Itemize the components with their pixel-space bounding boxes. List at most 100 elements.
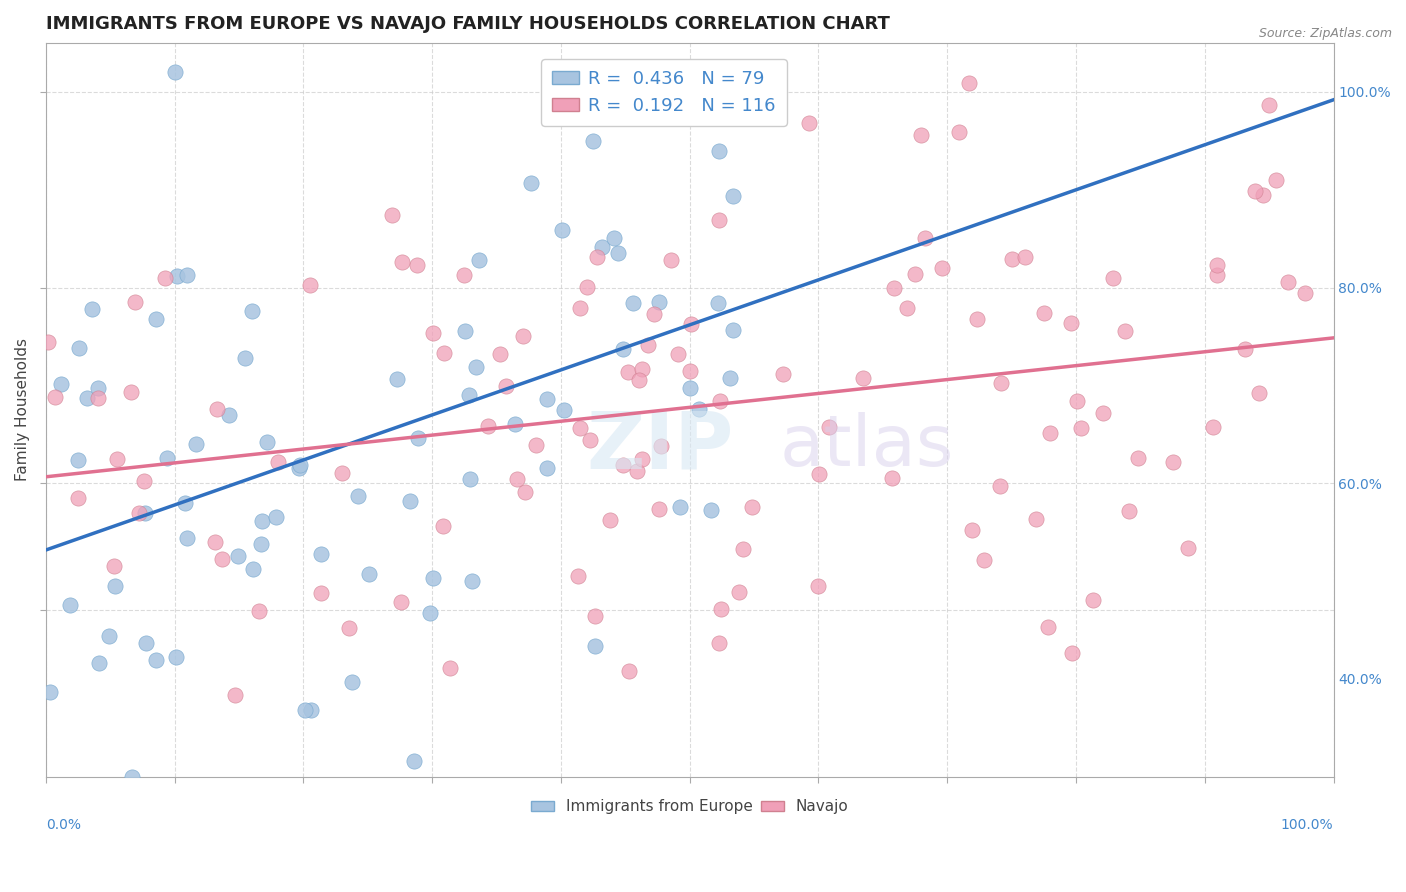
Point	[661, 253, 683, 268]
Point	[67, 341, 90, 355]
Point	[288, 458, 311, 472]
Point	[914, 231, 936, 245]
Point	[585, 250, 607, 264]
Point	[165, 650, 187, 665]
Point	[233, 351, 256, 366]
Point	[1233, 342, 1256, 356]
Point	[966, 312, 988, 326]
Point	[432, 518, 454, 533]
Point	[87, 656, 110, 670]
Point	[422, 571, 444, 585]
Point	[741, 500, 763, 514]
Point	[721, 323, 744, 337]
Point	[103, 558, 125, 573]
Legend: Immigrants from Europe, Navajo: Immigrants from Europe, Navajo	[524, 793, 855, 821]
Point	[710, 602, 733, 616]
Point	[477, 419, 499, 434]
Point	[808, 467, 831, 482]
Point	[631, 451, 654, 466]
Point	[1265, 173, 1288, 187]
Point	[134, 474, 156, 488]
Point	[617, 665, 640, 679]
Point	[621, 296, 644, 310]
Point	[406, 432, 429, 446]
Point	[49, 377, 72, 392]
Point	[176, 531, 198, 545]
Point	[910, 128, 932, 142]
Point	[1039, 425, 1062, 440]
Point	[186, 437, 208, 451]
Point	[628, 373, 651, 387]
Point	[460, 574, 482, 589]
Point	[973, 553, 995, 567]
Point	[1025, 512, 1047, 526]
Point	[626, 464, 648, 478]
Point	[728, 585, 751, 599]
Point	[224, 688, 246, 702]
Point	[536, 392, 558, 406]
Point	[495, 378, 517, 392]
Point	[637, 338, 659, 352]
Point	[896, 301, 918, 316]
Point	[569, 421, 592, 435]
Point	[458, 388, 481, 402]
Point	[337, 621, 360, 635]
Point	[668, 500, 690, 514]
Point	[904, 267, 927, 281]
Point	[1114, 325, 1136, 339]
Point	[309, 586, 332, 600]
Point	[607, 246, 630, 260]
Text: Source: ZipAtlas.com: Source: ZipAtlas.com	[1258, 27, 1392, 40]
Point	[1251, 187, 1274, 202]
Point	[583, 639, 606, 653]
Text: 100.0%: 100.0%	[1281, 818, 1333, 832]
Point	[97, 629, 120, 643]
Point	[817, 420, 839, 434]
Point	[381, 208, 404, 222]
Point	[1202, 419, 1225, 434]
Point	[931, 260, 953, 275]
Point	[332, 467, 354, 481]
Point	[624, 106, 647, 120]
Point	[1128, 450, 1150, 465]
Point	[612, 343, 634, 357]
Point	[298, 278, 321, 293]
Point	[44, 391, 66, 405]
Text: atlas: atlas	[780, 412, 955, 481]
Point	[465, 360, 488, 375]
Point	[666, 347, 689, 361]
Point	[128, 507, 150, 521]
Point	[581, 85, 603, 99]
Y-axis label: Family Households: Family Households	[15, 338, 30, 482]
Point	[385, 371, 408, 385]
Point	[733, 541, 755, 556]
Point	[211, 552, 233, 566]
Point	[807, 579, 830, 593]
Point	[309, 547, 332, 561]
Point	[1001, 252, 1024, 267]
Point	[681, 318, 703, 332]
Point	[1066, 393, 1088, 408]
Text: IMMIGRANTS FROM EUROPE VS NAVAJO FAMILY HOUSEHOLDS CORRELATION CHART: IMMIGRANTS FROM EUROPE VS NAVAJO FAMILY …	[46, 15, 890, 33]
Point	[1163, 455, 1185, 469]
Point	[718, 371, 741, 385]
Point	[709, 635, 731, 649]
Point	[250, 514, 273, 528]
Text: 0.0%: 0.0%	[46, 818, 82, 832]
Point	[1032, 306, 1054, 320]
Point	[1258, 98, 1281, 112]
Point	[458, 472, 481, 486]
Point	[883, 281, 905, 295]
Point	[882, 471, 904, 485]
Point	[59, 599, 82, 613]
Point	[226, 549, 249, 563]
Point	[240, 303, 263, 318]
Point	[591, 240, 613, 254]
Point	[294, 703, 316, 717]
Point	[145, 653, 167, 667]
Point	[1060, 316, 1083, 330]
Point	[389, 595, 412, 609]
Point	[988, 478, 1011, 492]
Point	[204, 534, 226, 549]
Point	[512, 328, 534, 343]
